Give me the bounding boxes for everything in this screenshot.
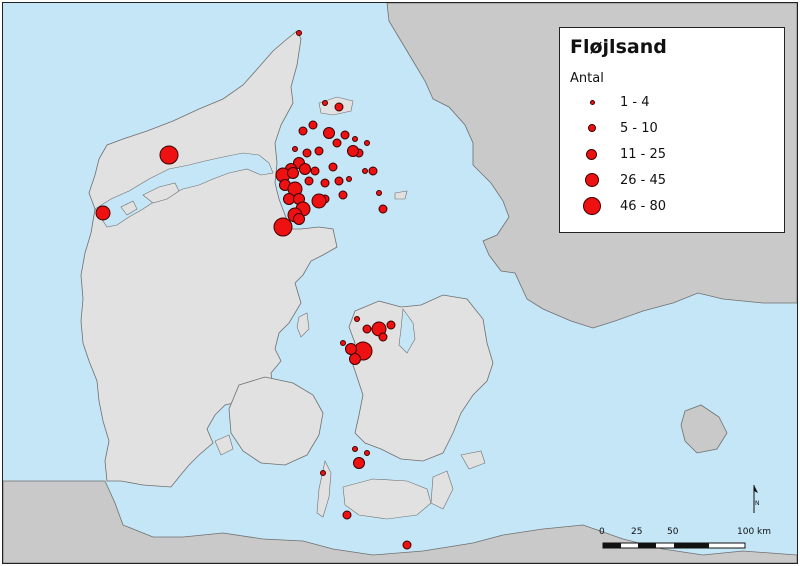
observation-marker — [310, 166, 320, 176]
observation-marker — [342, 510, 352, 520]
observation-marker — [364, 450, 370, 456]
samsoe-island — [296, 312, 310, 338]
observation-marker — [340, 130, 350, 140]
moen-island — [460, 450, 486, 470]
lolland-island — [342, 478, 432, 520]
limfjord-island — [120, 200, 138, 216]
legend-label: 1 - 4 — [620, 95, 650, 110]
observation-marker — [296, 30, 302, 36]
observation-marker — [338, 190, 348, 200]
observation-marker — [352, 136, 358, 142]
scale-tick-label: 100 km — [737, 527, 772, 537]
langeland-island — [316, 460, 332, 518]
observation-marker — [386, 320, 396, 330]
legend-row: 1 - 4 — [560, 92, 786, 118]
legend-label: 11 - 25 — [620, 147, 667, 162]
observation-marker — [364, 140, 370, 146]
limfjord — [94, 152, 274, 228]
observation-marker — [283, 193, 295, 205]
legend-symbol — [590, 100, 595, 105]
scale-tick-label: 25 — [631, 527, 643, 537]
germany-landmass — [3, 480, 797, 563]
observation-marker — [293, 213, 305, 225]
observation-marker — [402, 540, 412, 550]
observation-marker — [314, 146, 324, 156]
observation-marker — [376, 190, 382, 196]
scale-tick-label: 0 — [599, 527, 605, 537]
observation-marker — [323, 127, 335, 139]
north-arrow-label: N — [755, 500, 759, 507]
anholt-island — [394, 190, 408, 200]
legend-symbol — [588, 124, 596, 132]
bornholm-island — [680, 404, 728, 454]
funen-landmass — [228, 376, 324, 466]
observation-markers — [95, 30, 412, 550]
observation-marker — [322, 100, 328, 106]
isefjord — [398, 308, 416, 354]
observation-marker — [159, 145, 179, 165]
legend-symbol — [586, 149, 597, 160]
legend-label: 5 - 10 — [620, 121, 658, 136]
north-arrow-icon: N — [753, 485, 759, 513]
observation-marker — [362, 168, 368, 174]
observation-marker — [354, 316, 360, 322]
observation-marker — [320, 178, 330, 188]
legend-row: 46 - 80 — [560, 196, 786, 222]
observation-marker — [273, 217, 293, 237]
observation-marker — [95, 205, 111, 221]
observation-marker — [345, 343, 357, 355]
legend-symbol — [583, 197, 601, 215]
observation-marker — [298, 126, 308, 136]
observation-marker — [308, 120, 318, 130]
observation-marker — [352, 446, 358, 452]
observation-marker — [334, 176, 344, 186]
observation-marker — [304, 176, 314, 186]
scale-bar: 0 25 50 100 km — [599, 527, 771, 557]
als-island — [214, 434, 234, 456]
legend-label: 46 - 80 — [620, 199, 667, 214]
observation-marker — [349, 353, 361, 365]
legend: Fløjlsand Antal 1 - 4 5 - 10 11 - 25 26 … — [559, 27, 785, 233]
observation-marker — [292, 146, 298, 152]
observation-marker — [287, 167, 299, 179]
scale-bar-graphic — [602, 542, 746, 549]
observation-marker — [346, 176, 352, 182]
observation-marker — [368, 166, 378, 176]
observation-marker — [311, 193, 327, 209]
observation-marker — [378, 332, 388, 342]
observation-marker — [378, 204, 388, 214]
observation-marker — [362, 324, 372, 334]
legend-row: 26 - 45 — [560, 170, 786, 196]
legend-symbol — [585, 173, 599, 187]
observation-marker — [340, 340, 346, 346]
legend-subtitle: Antal — [570, 71, 604, 86]
scale-tick-label: 50 — [667, 527, 679, 537]
observation-marker — [328, 162, 338, 172]
observation-marker — [320, 470, 326, 476]
legend-row: 5 - 10 — [560, 118, 786, 144]
legend-title: Fløjlsand — [570, 36, 667, 58]
observation-marker — [299, 163, 311, 175]
observation-marker — [334, 102, 344, 112]
observation-marker — [332, 138, 342, 148]
observation-marker — [353, 457, 365, 469]
legend-row: 11 - 25 — [560, 144, 786, 170]
legend-label: 26 - 45 — [620, 173, 667, 188]
observation-marker — [347, 145, 359, 157]
observation-marker — [302, 148, 312, 158]
limfjord-island — [142, 182, 180, 204]
falster-island — [430, 470, 454, 510]
